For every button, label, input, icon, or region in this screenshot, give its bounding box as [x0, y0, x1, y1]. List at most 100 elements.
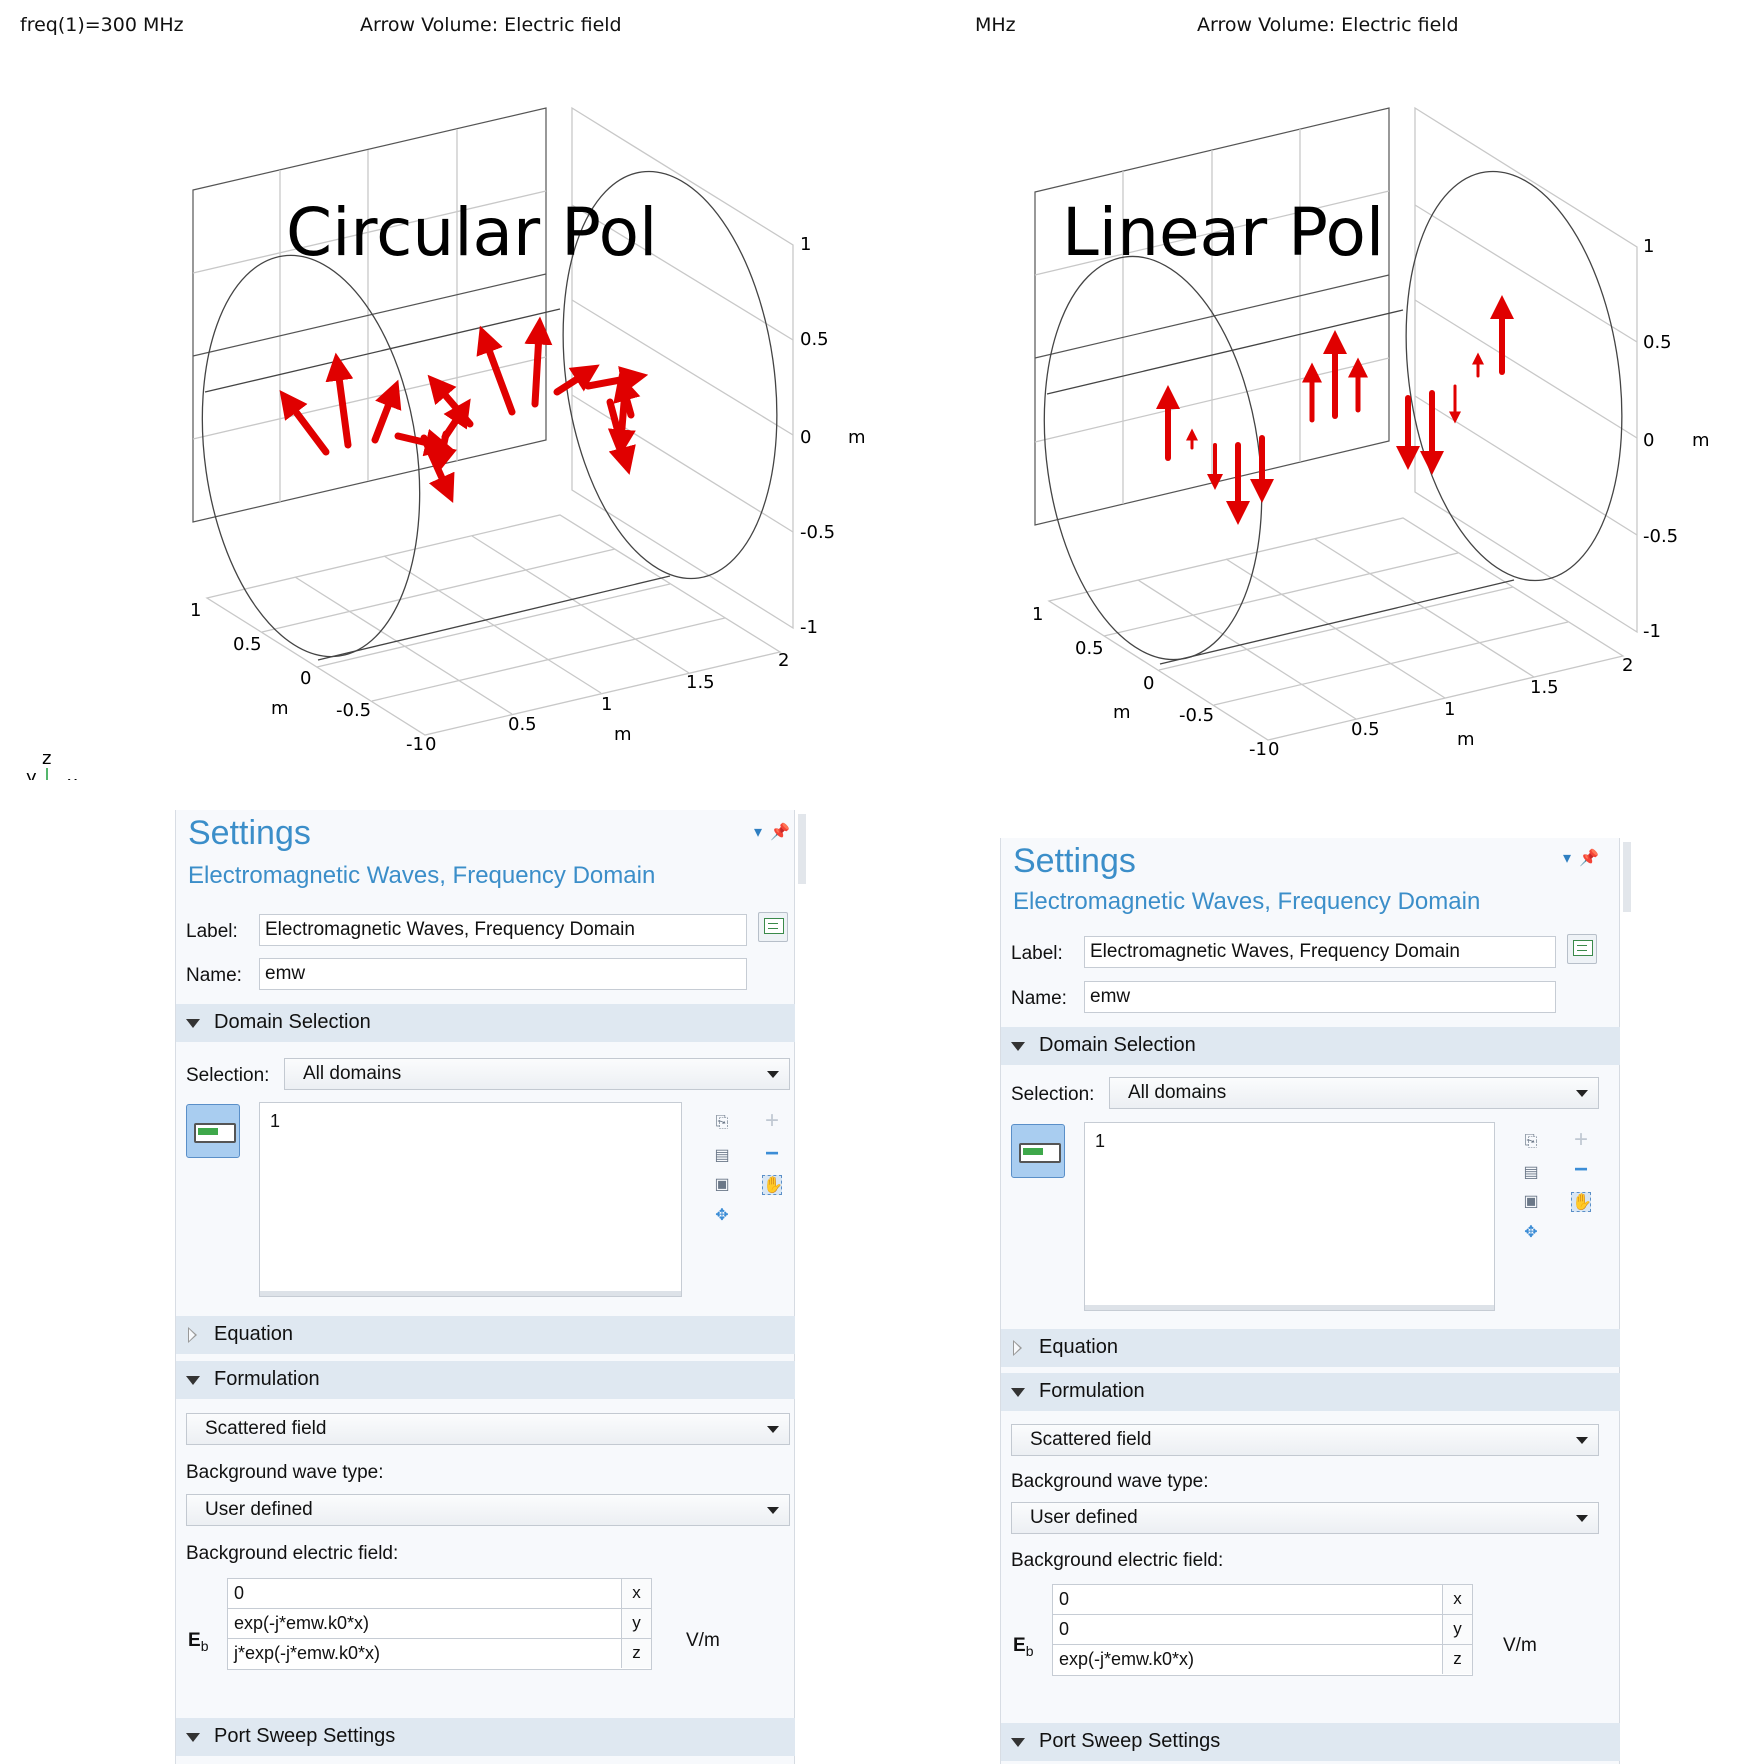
- right-paste-selection-icon[interactable]: ▤: [1523, 1164, 1539, 1181]
- left-x-tick: 0.5: [508, 714, 537, 735]
- right-domain-list-item[interactable]: 1: [1095, 1131, 1106, 1151]
- left-formulation-section[interactable]: Formulation: [176, 1361, 795, 1399]
- left-x-tick: 2: [778, 650, 789, 671]
- left-x-unit: m: [614, 724, 632, 745]
- right-eb-row-z[interactable]: exp(-j*emw.k0*x) z: [1053, 1645, 1472, 1674]
- triad-x-label: x: [67, 773, 78, 780]
- right-domain-section-title: Domain Selection: [1039, 1034, 1196, 1056]
- left-plot-title: Arrow Volume: Electric field: [360, 14, 622, 36]
- right-equation-collapse-icon: [1013, 1340, 1022, 1356]
- left-pin-icon[interactable]: 📌: [770, 824, 790, 841]
- right-y-tick: -1: [1249, 739, 1267, 760]
- left-paste-selection-icon[interactable]: ▤: [714, 1147, 730, 1164]
- left-panel-scrollbar[interactable]: [794, 810, 809, 1764]
- right-name-field[interactable]: emw: [1084, 981, 1556, 1013]
- right-copy-selection-icon[interactable]: ⎘: [1524, 1133, 1538, 1150]
- right-y-tick: -0.5: [1179, 705, 1214, 726]
- left-back-wall-grid: [192, 107, 547, 523]
- right-z-tick: -1: [1643, 621, 1661, 642]
- right-equation-section[interactable]: Equation: [1001, 1329, 1620, 1367]
- right-x-unit: m: [1457, 729, 1475, 750]
- left-add-icon[interactable]: +: [764, 1107, 779, 1134]
- right-x-tick: 0.5: [1351, 719, 1380, 740]
- right-name-caption: Name:: [1011, 988, 1067, 1009]
- left-bg-field-caption: Background electric field:: [186, 1543, 399, 1564]
- right-x-tick: 2: [1622, 655, 1633, 676]
- right-domain-expand-icon: [1011, 1042, 1025, 1051]
- right-zoom-selection-icon[interactable]: ✥: [1524, 1224, 1538, 1241]
- left-domain-selection-section[interactable]: Domain Selection: [176, 1004, 795, 1042]
- right-formulation-dropdown[interactable]: Scattered field: [1011, 1424, 1599, 1456]
- right-y-tick: 0: [1143, 673, 1154, 694]
- left-y-tick: -0.5: [336, 700, 371, 721]
- left-selection-dropdown[interactable]: All domains: [284, 1058, 790, 1090]
- left-select-box-icon[interactable]: ✋: [762, 1175, 783, 1195]
- right-domain-list[interactable]: 1: [1084, 1122, 1495, 1311]
- right-label-caption: Label:: [1011, 943, 1063, 964]
- left-arrow: [279, 390, 330, 456]
- left-x-tick: 1.5: [686, 672, 715, 693]
- left-x-tick: 0: [425, 734, 436, 755]
- right-domain-selection-section[interactable]: Domain Selection: [1001, 1027, 1620, 1065]
- left-remove-icon[interactable]: −: [764, 1140, 779, 1167]
- right-remove-icon[interactable]: −: [1573, 1156, 1588, 1183]
- left-overlay-title: Circular Pol: [286, 194, 657, 271]
- right-dropdown-icon[interactable]: ▾: [1563, 850, 1572, 867]
- left-formulation-dropdown[interactable]: Scattered field: [186, 1413, 790, 1445]
- right-label-field[interactable]: Electromagnetic Waves, Frequency Domain: [1084, 936, 1556, 968]
- left-floor-grid: [205, 514, 782, 736]
- left-3d-plot[interactable]: Circular Pol 1 0.5 0 m -0.5 -1 1 0.5 0 m…: [0, 40, 880, 780]
- left-side-wall-grid: [571, 106, 794, 630]
- right-add-icon[interactable]: +: [1573, 1126, 1588, 1153]
- left-arrow-field: [279, 316, 649, 503]
- right-cylinder: [1043, 170, 1623, 665]
- left-equation-section[interactable]: Equation: [176, 1316, 795, 1354]
- left-zoom-selection-icon[interactable]: ✥: [715, 1207, 729, 1224]
- left-eb-row-z[interactable]: j*exp(-j*emw.k0*x) z: [228, 1639, 651, 1668]
- left-formulation-section-title: Formulation: [214, 1368, 320, 1390]
- left-clear-icon[interactable]: ▣: [714, 1176, 730, 1193]
- right-clear-icon[interactable]: ▣: [1523, 1193, 1539, 1210]
- right-side-wall-grid: [1414, 106, 1638, 634]
- left-label-field[interactable]: Electromagnetic Waves, Frequency Domain: [259, 914, 747, 946]
- left-bg-wave-caption: Background wave type:: [186, 1462, 384, 1483]
- left-label-caption: Label:: [186, 921, 238, 942]
- right-pin-icon[interactable]: 📌: [1579, 850, 1599, 867]
- left-settings-title: Settings: [188, 814, 311, 852]
- left-eb-row-y[interactable]: exp(-j*emw.k0*x) y: [228, 1609, 651, 1639]
- right-active-toggle-icon[interactable]: [1011, 1124, 1065, 1178]
- right-x-tick: 1.5: [1530, 677, 1559, 698]
- right-select-box-icon[interactable]: ✋: [1571, 1192, 1592, 1212]
- right-label-note-icon[interactable]: [1567, 934, 1597, 964]
- left-z-tick: 0.5: [800, 329, 829, 350]
- right-selection-dropdown[interactable]: All domains: [1109, 1077, 1599, 1109]
- left-copy-selection-icon[interactable]: ⎘: [715, 1114, 729, 1131]
- right-x-tick: 1: [1444, 699, 1455, 720]
- left-domain-list[interactable]: 1: [259, 1102, 682, 1297]
- right-panel-scrollbar[interactable]: [1619, 838, 1634, 1764]
- right-y-tick: 0.5: [1075, 638, 1104, 659]
- left-active-toggle-icon[interactable]: [186, 1104, 240, 1158]
- left-name-field[interactable]: emw: [259, 958, 747, 990]
- right-bg-wave-caption: Background wave type:: [1011, 1471, 1209, 1492]
- right-z-tick: -0.5: [1643, 526, 1678, 547]
- left-label-note-icon[interactable]: [758, 912, 788, 942]
- left-y-tick: 1: [190, 600, 201, 621]
- left-bg-wave-dropdown[interactable]: User defined: [186, 1494, 790, 1526]
- left-dropdown-icon[interactable]: ▾: [754, 824, 763, 841]
- left-domain-section-title: Domain Selection: [214, 1011, 371, 1033]
- right-bg-wave-dropdown[interactable]: User defined: [1011, 1502, 1599, 1534]
- right-3d-plot[interactable]: Linear Pol 1 0.5 0 m -0.5 -1 1 0.5 0 m -…: [880, 40, 1758, 780]
- right-formulation-section[interactable]: Formulation: [1001, 1373, 1620, 1411]
- right-y-tick: 1: [1032, 604, 1043, 625]
- right-freq-label: MHz: [975, 14, 1016, 36]
- left-port-sweep-section[interactable]: Port Sweep Settings: [176, 1718, 795, 1756]
- left-y-unit: m: [271, 698, 289, 719]
- left-domain-list-item[interactable]: 1: [270, 1111, 281, 1131]
- right-port-sweep-section[interactable]: Port Sweep Settings: [1001, 1723, 1620, 1761]
- right-x-tick: 0: [1268, 739, 1279, 760]
- right-formulation-section-title: Formulation: [1039, 1380, 1145, 1402]
